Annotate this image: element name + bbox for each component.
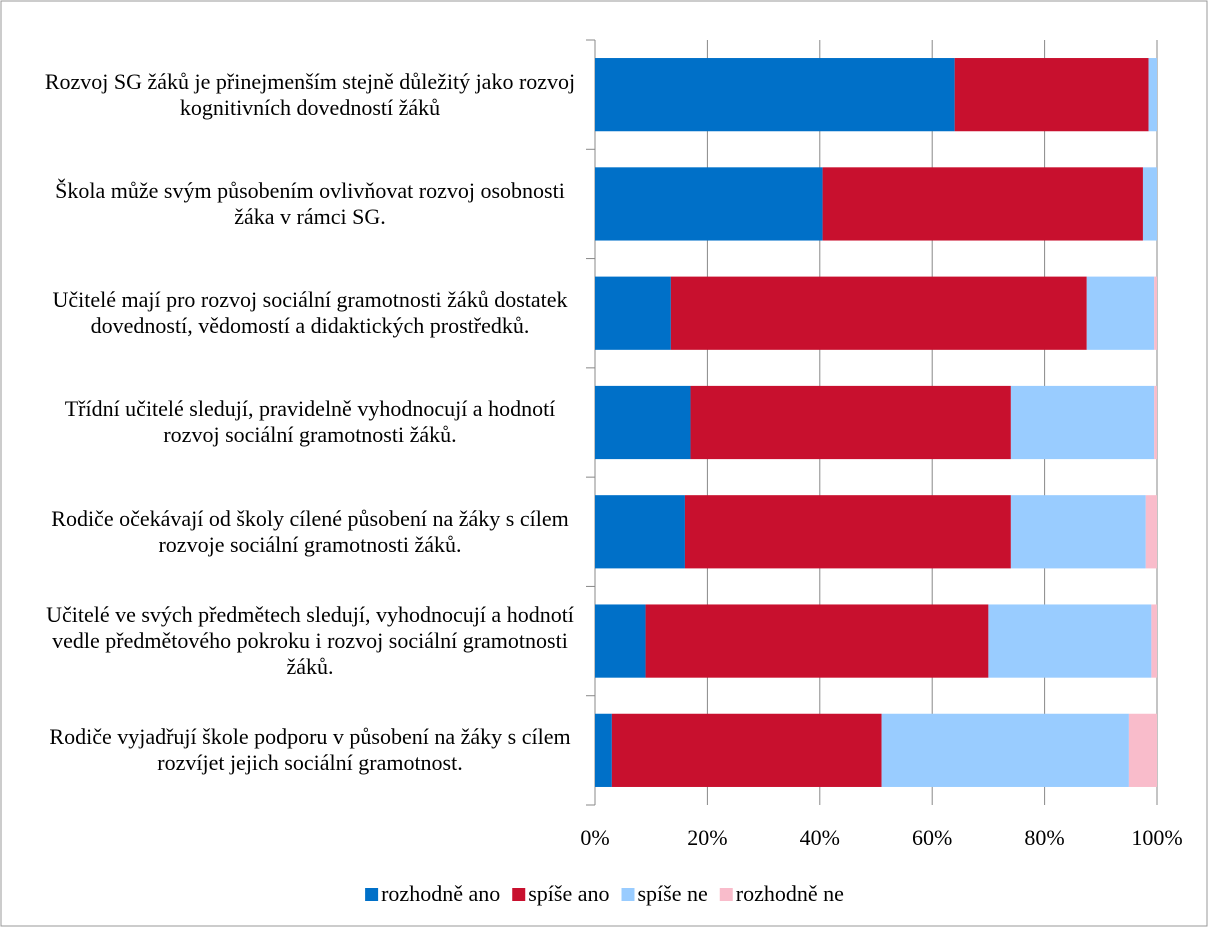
x-tick-label: 40% [800, 825, 840, 850]
x-tick-label: 20% [687, 825, 727, 850]
legend-label: rozhodně ne [736, 881, 844, 906]
bar-segment [670, 276, 1087, 350]
x-tick-label: 0% [580, 825, 609, 850]
bar-segment [1145, 495, 1157, 569]
bar-segment [954, 58, 1149, 132]
category-label: Rodiče vyjadřují škole podporu v působen… [49, 724, 571, 776]
bar-segment [690, 385, 1011, 460]
bar-segment [595, 385, 691, 460]
bar-segment [595, 713, 612, 787]
bar-segment [1154, 276, 1157, 350]
category-label: Třídní učitelé sledují, pravidelně vyhod… [64, 396, 556, 448]
category-label: Rozvoj SG žáků je přinejmenším stejně dů… [44, 68, 576, 120]
bar-segment [1151, 604, 1157, 678]
bar-segment [611, 713, 882, 787]
bar-segment [595, 276, 671, 350]
bar-segment [595, 58, 955, 132]
category-label: Učitelé mají pro rozvoj sociální gramotn… [52, 287, 568, 339]
bar-segment [1010, 495, 1146, 569]
bar-segment [595, 604, 646, 678]
bar-segment [595, 495, 685, 569]
bar-segment [595, 167, 823, 241]
category-label: Škola může svým působením ovlivňovat roz… [55, 177, 565, 229]
bar-segment [1142, 167, 1157, 241]
bar-segment [1128, 713, 1157, 787]
bar-segment [988, 604, 1152, 678]
bar-segment [645, 604, 989, 678]
bar-segment [1086, 276, 1155, 350]
bar-segment [881, 713, 1129, 787]
x-tick-label: 80% [1024, 825, 1064, 850]
legend-label: rozhodně ano [381, 881, 500, 906]
bar-segment [1148, 58, 1157, 132]
bar-segment [1010, 385, 1155, 460]
legend-label: spíše ne [638, 881, 708, 906]
bar-segment [684, 495, 1011, 569]
x-tick-label: 60% [912, 825, 952, 850]
legend-label: spíše ano [528, 881, 609, 906]
bar-segment [822, 167, 1143, 241]
legend-swatch [719, 888, 733, 901]
legend-swatch [621, 888, 635, 901]
category-label: Rodiče očekávají od školy cílené působen… [51, 505, 569, 557]
legend-swatch [512, 888, 526, 901]
legend-swatch [365, 888, 379, 901]
x-tick-label: 100% [1131, 825, 1182, 850]
category-label: Učitelé ve svých předmětech sledují, vyh… [46, 602, 574, 680]
bar-segment [1154, 385, 1157, 460]
